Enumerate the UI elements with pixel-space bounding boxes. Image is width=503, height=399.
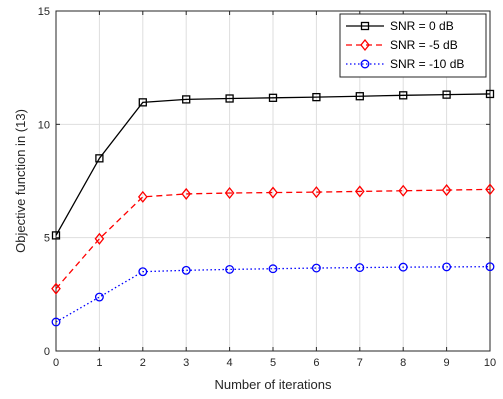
x-tick-label: 1	[96, 357, 102, 369]
data-point	[312, 92, 321, 102]
y-tick-label: 10	[38, 119, 50, 131]
series-0	[51, 89, 495, 240]
data-point	[398, 262, 408, 272]
x-tick-label: 8	[400, 357, 406, 369]
x-axis-label: Number of iterations	[214, 377, 332, 392]
legend-item: SNR = 0 dB	[346, 19, 454, 33]
data-point	[138, 98, 147, 107]
legend-label: SNR = -10 dB	[390, 57, 464, 71]
data-point	[51, 317, 61, 327]
x-tick-label: 5	[270, 357, 276, 369]
data-point	[268, 93, 278, 102]
x-tick-label: 3	[183, 357, 189, 369]
data-point	[355, 92, 364, 101]
series-1	[51, 183, 495, 295]
data-point	[398, 184, 409, 197]
legend-marker	[360, 21, 370, 31]
data-point	[94, 292, 104, 302]
series-line	[55, 188, 491, 290]
data-point	[95, 154, 104, 163]
data-point	[137, 190, 148, 203]
data-point	[51, 231, 61, 240]
y-tick-label: 15	[38, 6, 50, 18]
x-tick-label: 10	[484, 357, 496, 369]
data-point	[355, 263, 365, 273]
series-lines	[51, 89, 495, 327]
x-tick-label: 2	[140, 357, 146, 369]
legend-item: SNR = -5 dB	[346, 38, 458, 52]
x-tick-label: 6	[313, 357, 319, 369]
x-tick-label: 9	[444, 357, 450, 369]
data-point	[442, 90, 451, 99]
y-tick-label: 0	[44, 346, 50, 358]
x-tick-label: 0	[53, 357, 59, 369]
axis-ticks: 0 1 2 3 4 5 6 7 8 9 10 0 5 10 15	[38, 6, 496, 369]
y-axis-label: Objective function in (13)	[13, 109, 28, 253]
data-point	[138, 267, 148, 277]
data-point	[182, 95, 191, 104]
data-point	[441, 184, 452, 197]
data-point	[181, 265, 191, 275]
legend-box	[339, 13, 487, 78]
data-point	[225, 264, 235, 274]
data-point	[485, 262, 495, 272]
data-point	[268, 264, 278, 274]
legend-marker	[360, 38, 370, 52]
data-point	[181, 187, 192, 200]
data-point	[311, 263, 321, 273]
legend-label: SNR = -5 dB	[390, 38, 458, 52]
data-point	[94, 232, 105, 245]
legend-item: SNR = -10 dB	[346, 57, 464, 71]
data-point	[442, 262, 452, 272]
series-2	[51, 262, 495, 327]
data-point	[268, 186, 278, 199]
data-point	[399, 91, 408, 100]
y-tick-label: 5	[44, 233, 50, 245]
series-line	[55, 93, 491, 236]
data-point	[311, 186, 322, 199]
x-tick-label: 4	[227, 357, 233, 369]
data-point	[51, 282, 61, 295]
data-point	[354, 185, 365, 198]
legend-marker	[360, 59, 370, 69]
data-point	[485, 89, 495, 99]
data-point	[224, 186, 235, 200]
x-tick-label: 7	[357, 357, 363, 369]
data-point	[485, 183, 495, 196]
legend-label: SNR = 0 dB	[390, 19, 454, 33]
data-point	[225, 94, 234, 103]
legend: SNR = 0 dB SNR = -5 dB SNR = -10 dB	[339, 13, 487, 78]
